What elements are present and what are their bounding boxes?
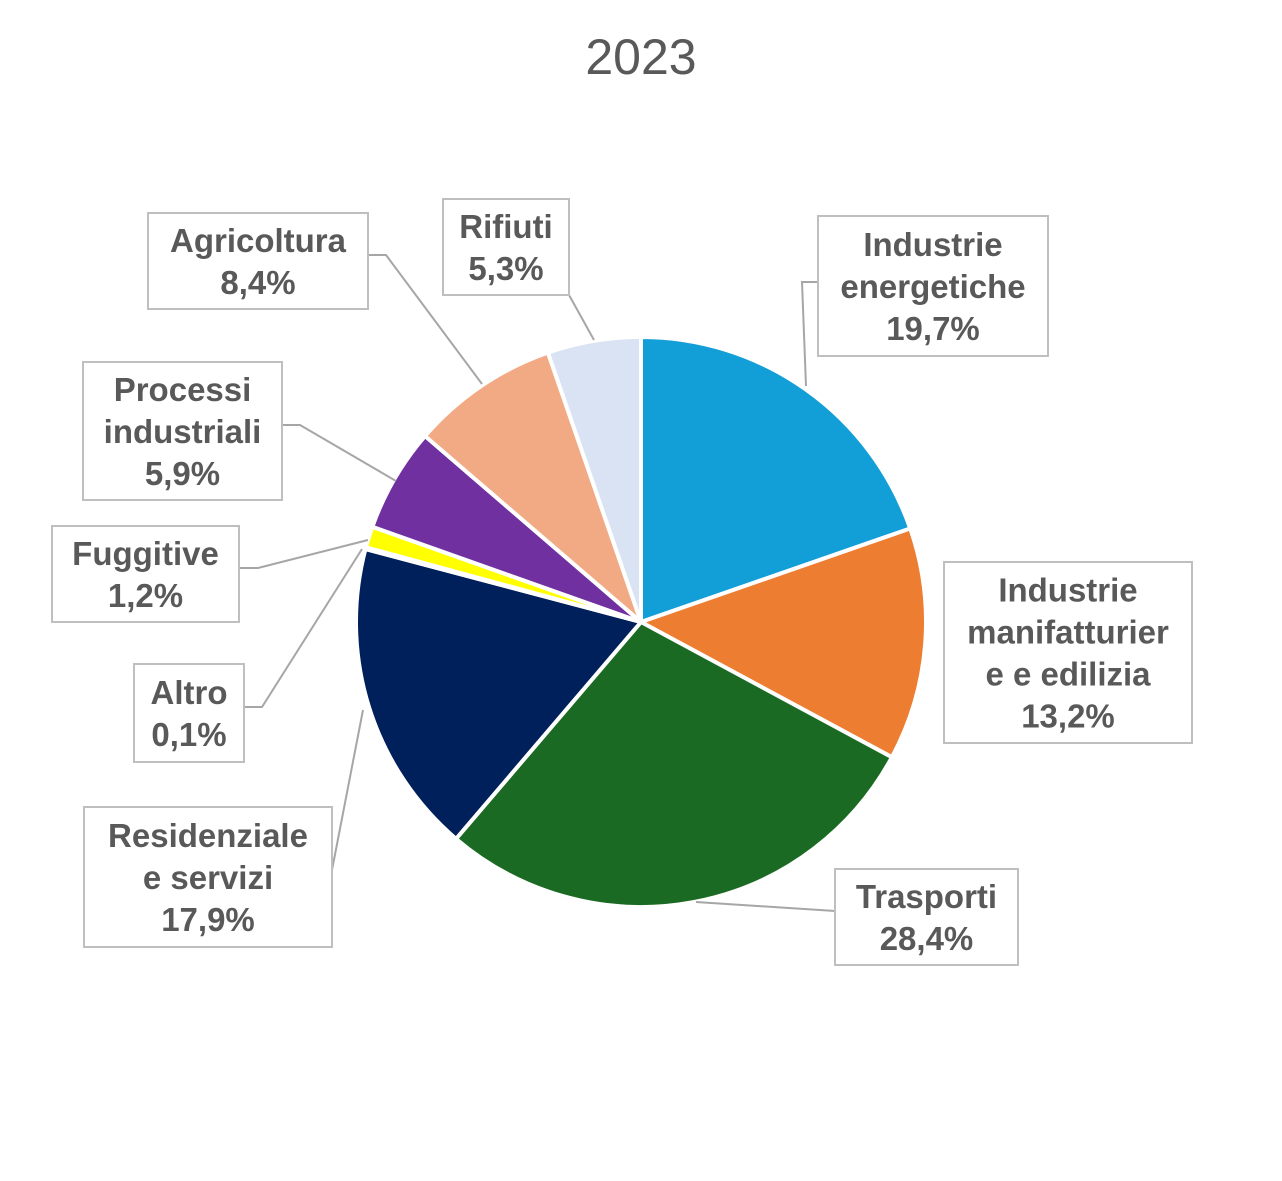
slice-category-label: Fuggitive [72,535,219,572]
data-label-box [83,806,333,948]
slice-value-label: 5,9% [145,455,220,492]
slice-category-label: Rifiuti [459,208,552,245]
data-label-residenziale-e-servizi: Residenziale e servizi 17,9% [83,806,333,948]
leader-line-fuggitive [239,539,369,569]
slice-value-label: 13,2% [1021,698,1115,735]
slice-category-label: e e edilizia [985,656,1151,693]
leader-line-residenziale-e-servizi [331,709,364,871]
data-label-box [943,561,1193,744]
slice-category-label: Altro [151,674,228,711]
pie-slice-rifiuti [545,335,643,624]
data-label-industrie-manifatturier-e-e-edilizia: Industrie manifatturier e e edilizia 13,2% [943,561,1193,744]
slice-category-label: Agricoltura [170,222,347,259]
data-label-trasporti: Trasporti 28,4% [834,868,1019,966]
slice-value-label: 19,7% [886,310,980,347]
slice-category-label: manifatturier [967,614,1169,651]
slice-value-label: 5,3% [468,250,543,287]
data-label-box [133,663,245,763]
slice-value-label: 17,9% [161,901,255,938]
leader-line-trasporti [695,901,836,912]
slice-value-label: 0,1% [151,716,226,753]
pie-slice-trasporti [454,620,894,909]
slice-category-label: e servizi [143,859,273,896]
data-label-fuggitive: Fuggitive 1,2% [51,525,240,623]
slice-category-label: Industrie [998,572,1137,609]
slice-category-label: Industrie [863,226,1002,263]
leader-line-agricoltura [368,254,483,385]
data-label-box [51,525,240,623]
data-label-industrie-energetiche: Industrie energetiche 19,7% [817,215,1049,357]
pie-slices [354,335,928,909]
slice-value-label: 1,2% [108,577,183,614]
data-label-box [442,198,570,296]
pie-slice-agricoltura [423,350,643,624]
data-label-rifiuti: Rifiuti 5,3% [442,198,570,296]
slice-value-label: 8,4% [220,264,295,301]
slice-category-label: energetiche [840,268,1025,305]
leader-line-industrie-energetiche [800,281,818,387]
data-label-agricoltura: Agricoltura 8,4% [147,212,369,310]
data-label-box [834,868,1019,966]
data-label-box [817,215,1049,357]
pie-slice-residenziale-e-servizi [354,547,643,841]
slice-value-label: 28,4% [880,920,974,957]
leader-line-altro [244,548,363,708]
leader-line-rifiuti [568,294,595,341]
pie-slice-industrie-manifatturier-e-e-edilizia [639,526,928,760]
data-label-box [147,212,369,310]
data-label-box [82,361,283,501]
slice-category-label: Residenziale [108,817,308,854]
slice-category-label: Processi [114,371,252,408]
slice-category-label: industriali [104,413,262,450]
data-label-processi-industriali: Processi industriali 5,9% [82,361,283,501]
data-label-altro: Altro 0,1% [133,663,245,763]
slice-category-label: Trasporti [856,878,997,915]
chart-title: 2023 [585,29,697,85]
leader-line-processi-industriali [282,424,397,482]
